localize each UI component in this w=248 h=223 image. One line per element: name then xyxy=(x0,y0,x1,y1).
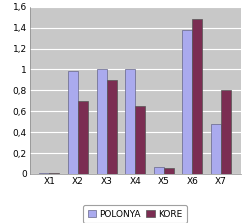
Bar xyxy=(221,90,231,174)
Bar xyxy=(154,167,164,174)
Bar xyxy=(211,124,221,174)
Bar xyxy=(164,168,174,174)
Bar xyxy=(192,19,202,174)
Bar xyxy=(96,69,107,174)
Legend: POLONYA, KORE: POLONYA, KORE xyxy=(83,205,187,223)
Bar xyxy=(68,72,78,174)
Bar xyxy=(39,173,49,174)
Bar xyxy=(125,69,135,174)
Bar xyxy=(135,106,145,174)
Bar xyxy=(107,80,117,174)
Bar xyxy=(78,101,88,174)
Bar xyxy=(182,30,192,174)
Bar xyxy=(49,173,59,174)
